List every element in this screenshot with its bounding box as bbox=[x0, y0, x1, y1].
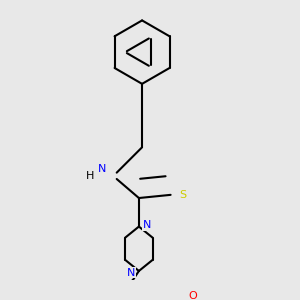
Text: O: O bbox=[188, 291, 197, 300]
Text: S: S bbox=[180, 190, 187, 200]
Text: N: N bbox=[142, 220, 151, 230]
Text: H: H bbox=[85, 171, 94, 181]
Text: N: N bbox=[98, 164, 106, 175]
Text: N: N bbox=[127, 268, 135, 278]
